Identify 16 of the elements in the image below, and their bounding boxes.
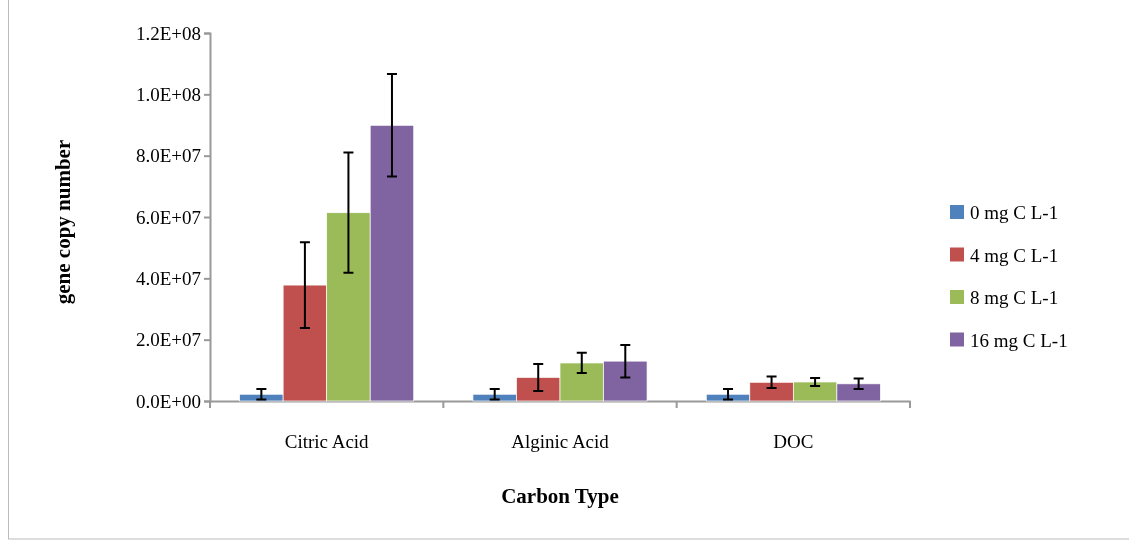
y-tick-label: 6.0E+07 — [135, 206, 201, 228]
y-tick-label: 1.0E+08 — [135, 83, 201, 105]
y-tick-label: 4.0E+07 — [135, 267, 201, 289]
y-axis-title: gene copy number — [51, 139, 75, 305]
y-tick-label: 8.0E+07 — [135, 145, 201, 167]
legend-label: 4 mg C L-1 — [970, 244, 1059, 266]
x-tick-label: DOC — [773, 431, 814, 453]
y-tick-label: 2.0E+07 — [135, 329, 201, 351]
legend-label: 0 mg C L-1 — [970, 202, 1059, 223]
legend-label: 16 mg C L-1 — [970, 329, 1068, 351]
x-axis-title: Carbon Type — [501, 484, 619, 508]
x-tick-label: Alginic Acid — [511, 431, 610, 453]
y-tick-label: 0.0E+00 — [135, 390, 201, 412]
legend-label: 8 mg C L-1 — [970, 287, 1059, 308]
y-tick-label: 1.2E+08 — [135, 22, 201, 44]
x-tick-label: Citric Acid — [284, 431, 370, 453]
